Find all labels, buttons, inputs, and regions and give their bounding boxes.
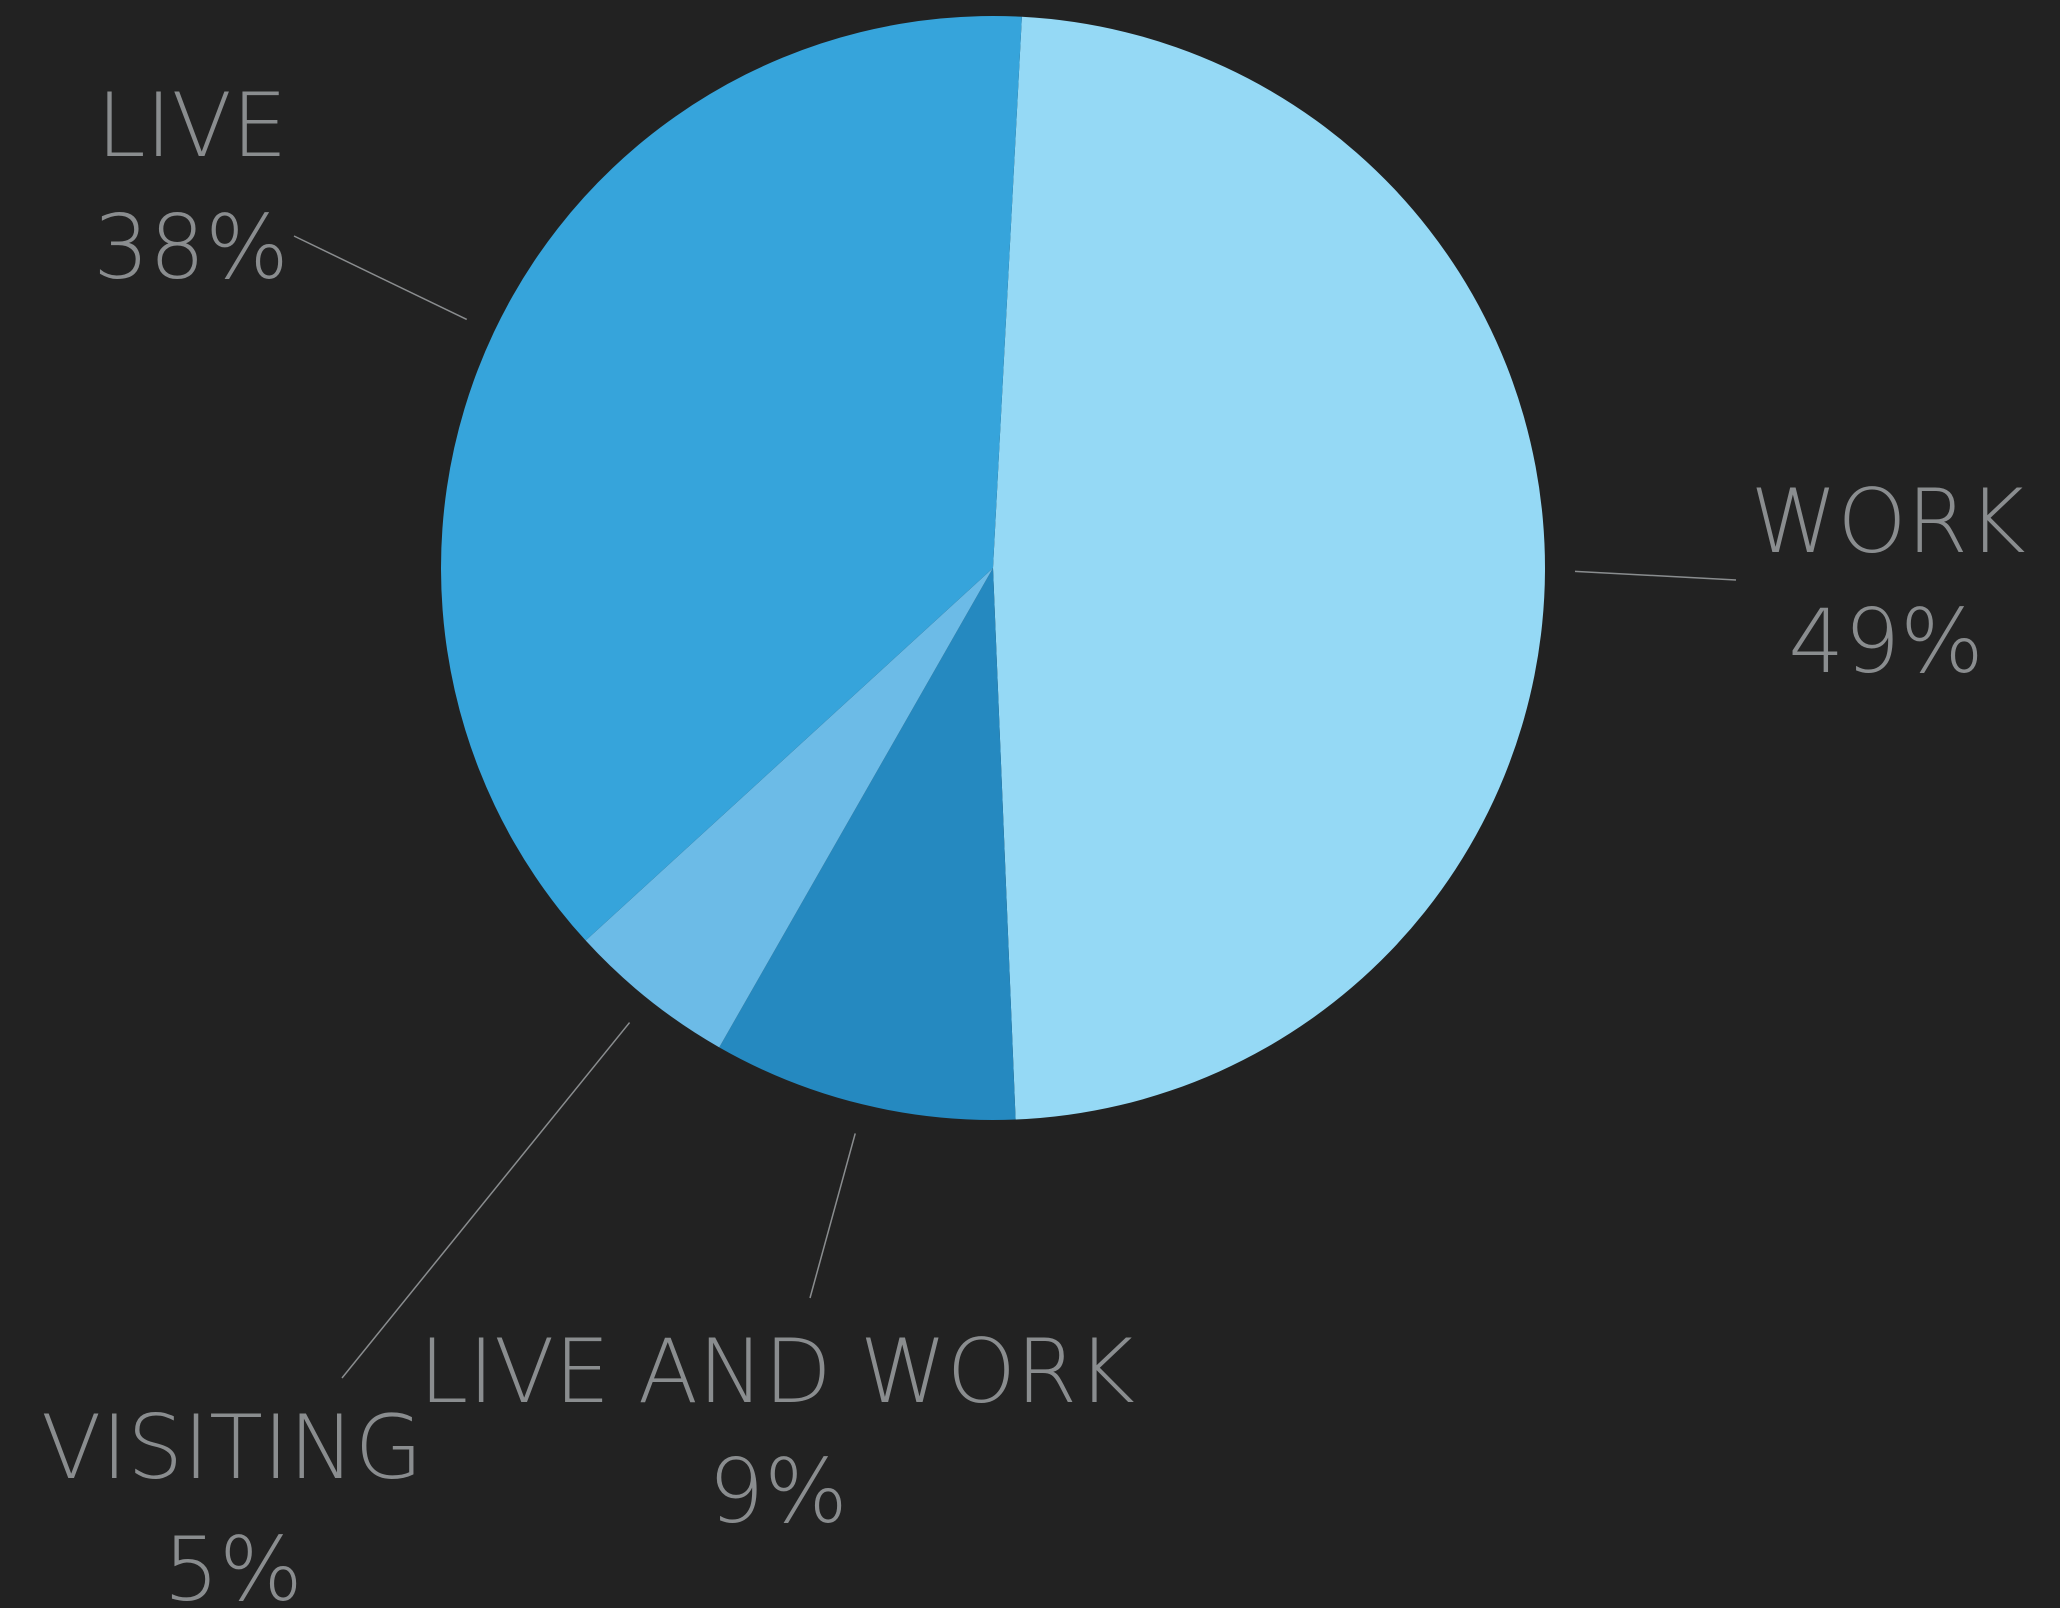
leader-line-live-and-work [809, 1133, 856, 1299]
pie-slice-live-and-work [719, 568, 1016, 1120]
leader-line-live [293, 235, 468, 321]
leader-line-work [1574, 570, 1737, 581]
slice-name-work: WORK [1750, 470, 2025, 573]
leader-lines [293, 235, 1737, 1379]
slice-labels: WORK 49% LIVE AND WORK 9% VISITING 5% LI… [41, 74, 2025, 1608]
pie-slices [440, 15, 1545, 1120]
pie-slice-work [993, 16, 1545, 1120]
slice-percent-work: 49% [1788, 590, 1984, 693]
leader-line-visiting [341, 1022, 631, 1379]
slice-name-live-and-work: LIVE AND WORK [419, 1320, 1135, 1423]
pie-slice-visiting [585, 568, 993, 1048]
pie-slice-live [440, 15, 1022, 941]
slice-percent-live: 38% [93, 196, 289, 299]
slice-name-visiting: VISITING [41, 1396, 423, 1499]
slice-percent-live-and-work: 9% [708, 1440, 848, 1543]
slice-name-live: LIVE [97, 74, 288, 177]
slice-percent-visiting: 5% [163, 1518, 303, 1608]
